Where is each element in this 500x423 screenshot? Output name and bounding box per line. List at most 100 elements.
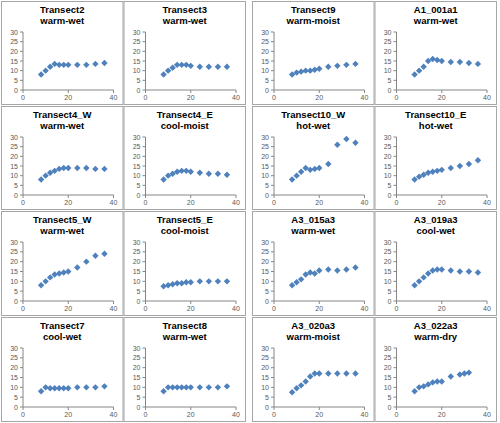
x-tick <box>23 407 24 410</box>
x-tick-label: 0 <box>144 94 148 101</box>
y-tick-label: 5 <box>388 77 392 84</box>
point <box>197 64 203 70</box>
y-tick <box>20 242 23 243</box>
point <box>334 370 340 376</box>
x-tick <box>190 90 191 93</box>
panel-title: A3_019a3 <box>414 214 458 225</box>
y-tick <box>20 137 23 138</box>
x-tick <box>396 195 397 198</box>
y-tick-label: 25 <box>10 248 18 255</box>
y-tick <box>394 261 397 262</box>
y-tick <box>394 70 397 71</box>
y-tick-label: 10 <box>10 67 18 74</box>
y-tick-label: 30 <box>261 29 269 36</box>
y-tick-label: 15 <box>133 268 141 275</box>
y-tick <box>394 146 397 147</box>
y-tick-label: 30 <box>261 345 269 352</box>
y-tick-label: 0 <box>14 87 18 94</box>
y-tick <box>20 146 23 147</box>
y-tick-label: 25 <box>10 354 18 361</box>
y-tick-label: 15 <box>261 268 269 275</box>
y-tick-label: 0 <box>14 298 18 305</box>
x-tick <box>274 90 275 93</box>
point <box>430 267 436 273</box>
y-tick-label: 5 <box>388 288 392 295</box>
point <box>334 142 340 148</box>
point <box>224 278 230 284</box>
point <box>183 62 189 68</box>
panel-title: Transect5_W <box>33 214 92 225</box>
y-tick-label: 5 <box>14 288 18 295</box>
y-tick-label: 0 <box>388 404 392 411</box>
y-tick-label: 30 <box>10 29 18 36</box>
point <box>475 61 481 67</box>
y-tick <box>271 41 274 42</box>
x-tick-label: 20 <box>438 411 446 418</box>
y-tick <box>143 397 146 398</box>
y-tick-label: 30 <box>133 29 141 36</box>
x-tick-label: 20 <box>315 305 323 312</box>
panel-title: A1_001a1 <box>414 4 459 15</box>
point <box>316 165 322 171</box>
x-tick-label: 40 <box>483 411 491 418</box>
y-tick-label: 20 <box>384 48 392 55</box>
points <box>38 383 108 394</box>
point <box>92 61 98 67</box>
point <box>302 378 308 384</box>
y-tick-label: 10 <box>384 384 392 391</box>
y-tick-label: 20 <box>10 153 18 160</box>
y-tick <box>143 251 146 252</box>
point <box>92 253 98 259</box>
x-tick-label: 0 <box>272 94 276 101</box>
x-tick-label: 0 <box>395 305 399 312</box>
y-tick <box>143 70 146 71</box>
y-tick-label: 30 <box>133 345 141 352</box>
point <box>38 388 44 394</box>
point <box>92 166 98 172</box>
point <box>65 165 71 171</box>
y-tick <box>20 61 23 62</box>
y-tick <box>271 137 274 138</box>
y-tick-label: 20 <box>10 258 18 265</box>
y-tick-label: 5 <box>265 394 269 401</box>
y-tick <box>271 291 274 292</box>
y-tick <box>271 166 274 167</box>
y-tick <box>271 281 274 282</box>
y-tick-label: 5 <box>388 394 392 401</box>
y-tick-label: 10 <box>133 67 141 74</box>
x-tick-label: 40 <box>483 94 491 101</box>
point <box>160 71 166 77</box>
y-tick <box>271 387 274 388</box>
x-tick-label: 0 <box>144 411 148 418</box>
y-tick-label: 10 <box>133 172 141 179</box>
y-tick-label: 15 <box>133 374 141 381</box>
point <box>38 71 44 77</box>
x-tick-label: 40 <box>361 411 369 418</box>
point <box>298 68 304 74</box>
panel-title: A3_020a3 <box>291 320 335 331</box>
y-tick-label: 10 <box>384 67 392 74</box>
points <box>289 370 359 395</box>
point <box>38 282 44 288</box>
panel-subtitle: warm-wet <box>39 225 85 236</box>
x-tick <box>364 407 365 410</box>
point <box>74 264 80 270</box>
point <box>416 384 422 390</box>
panel-frame <box>2 107 124 210</box>
y-tick <box>20 80 23 81</box>
y-tick <box>394 185 397 186</box>
point <box>466 369 472 375</box>
x-tick <box>364 301 365 304</box>
x-tick <box>68 407 69 410</box>
y-tick-label: 30 <box>133 134 141 141</box>
point <box>293 172 299 178</box>
y-tick <box>143 261 146 262</box>
panel-title: Transect10_E <box>405 109 466 120</box>
x-tick <box>487 90 488 93</box>
x-tick <box>190 301 191 304</box>
y-tick <box>394 80 397 81</box>
y-tick-label: 15 <box>10 58 18 65</box>
x-tick <box>145 407 146 410</box>
x-tick-label: 20 <box>438 199 446 206</box>
point <box>439 167 445 173</box>
